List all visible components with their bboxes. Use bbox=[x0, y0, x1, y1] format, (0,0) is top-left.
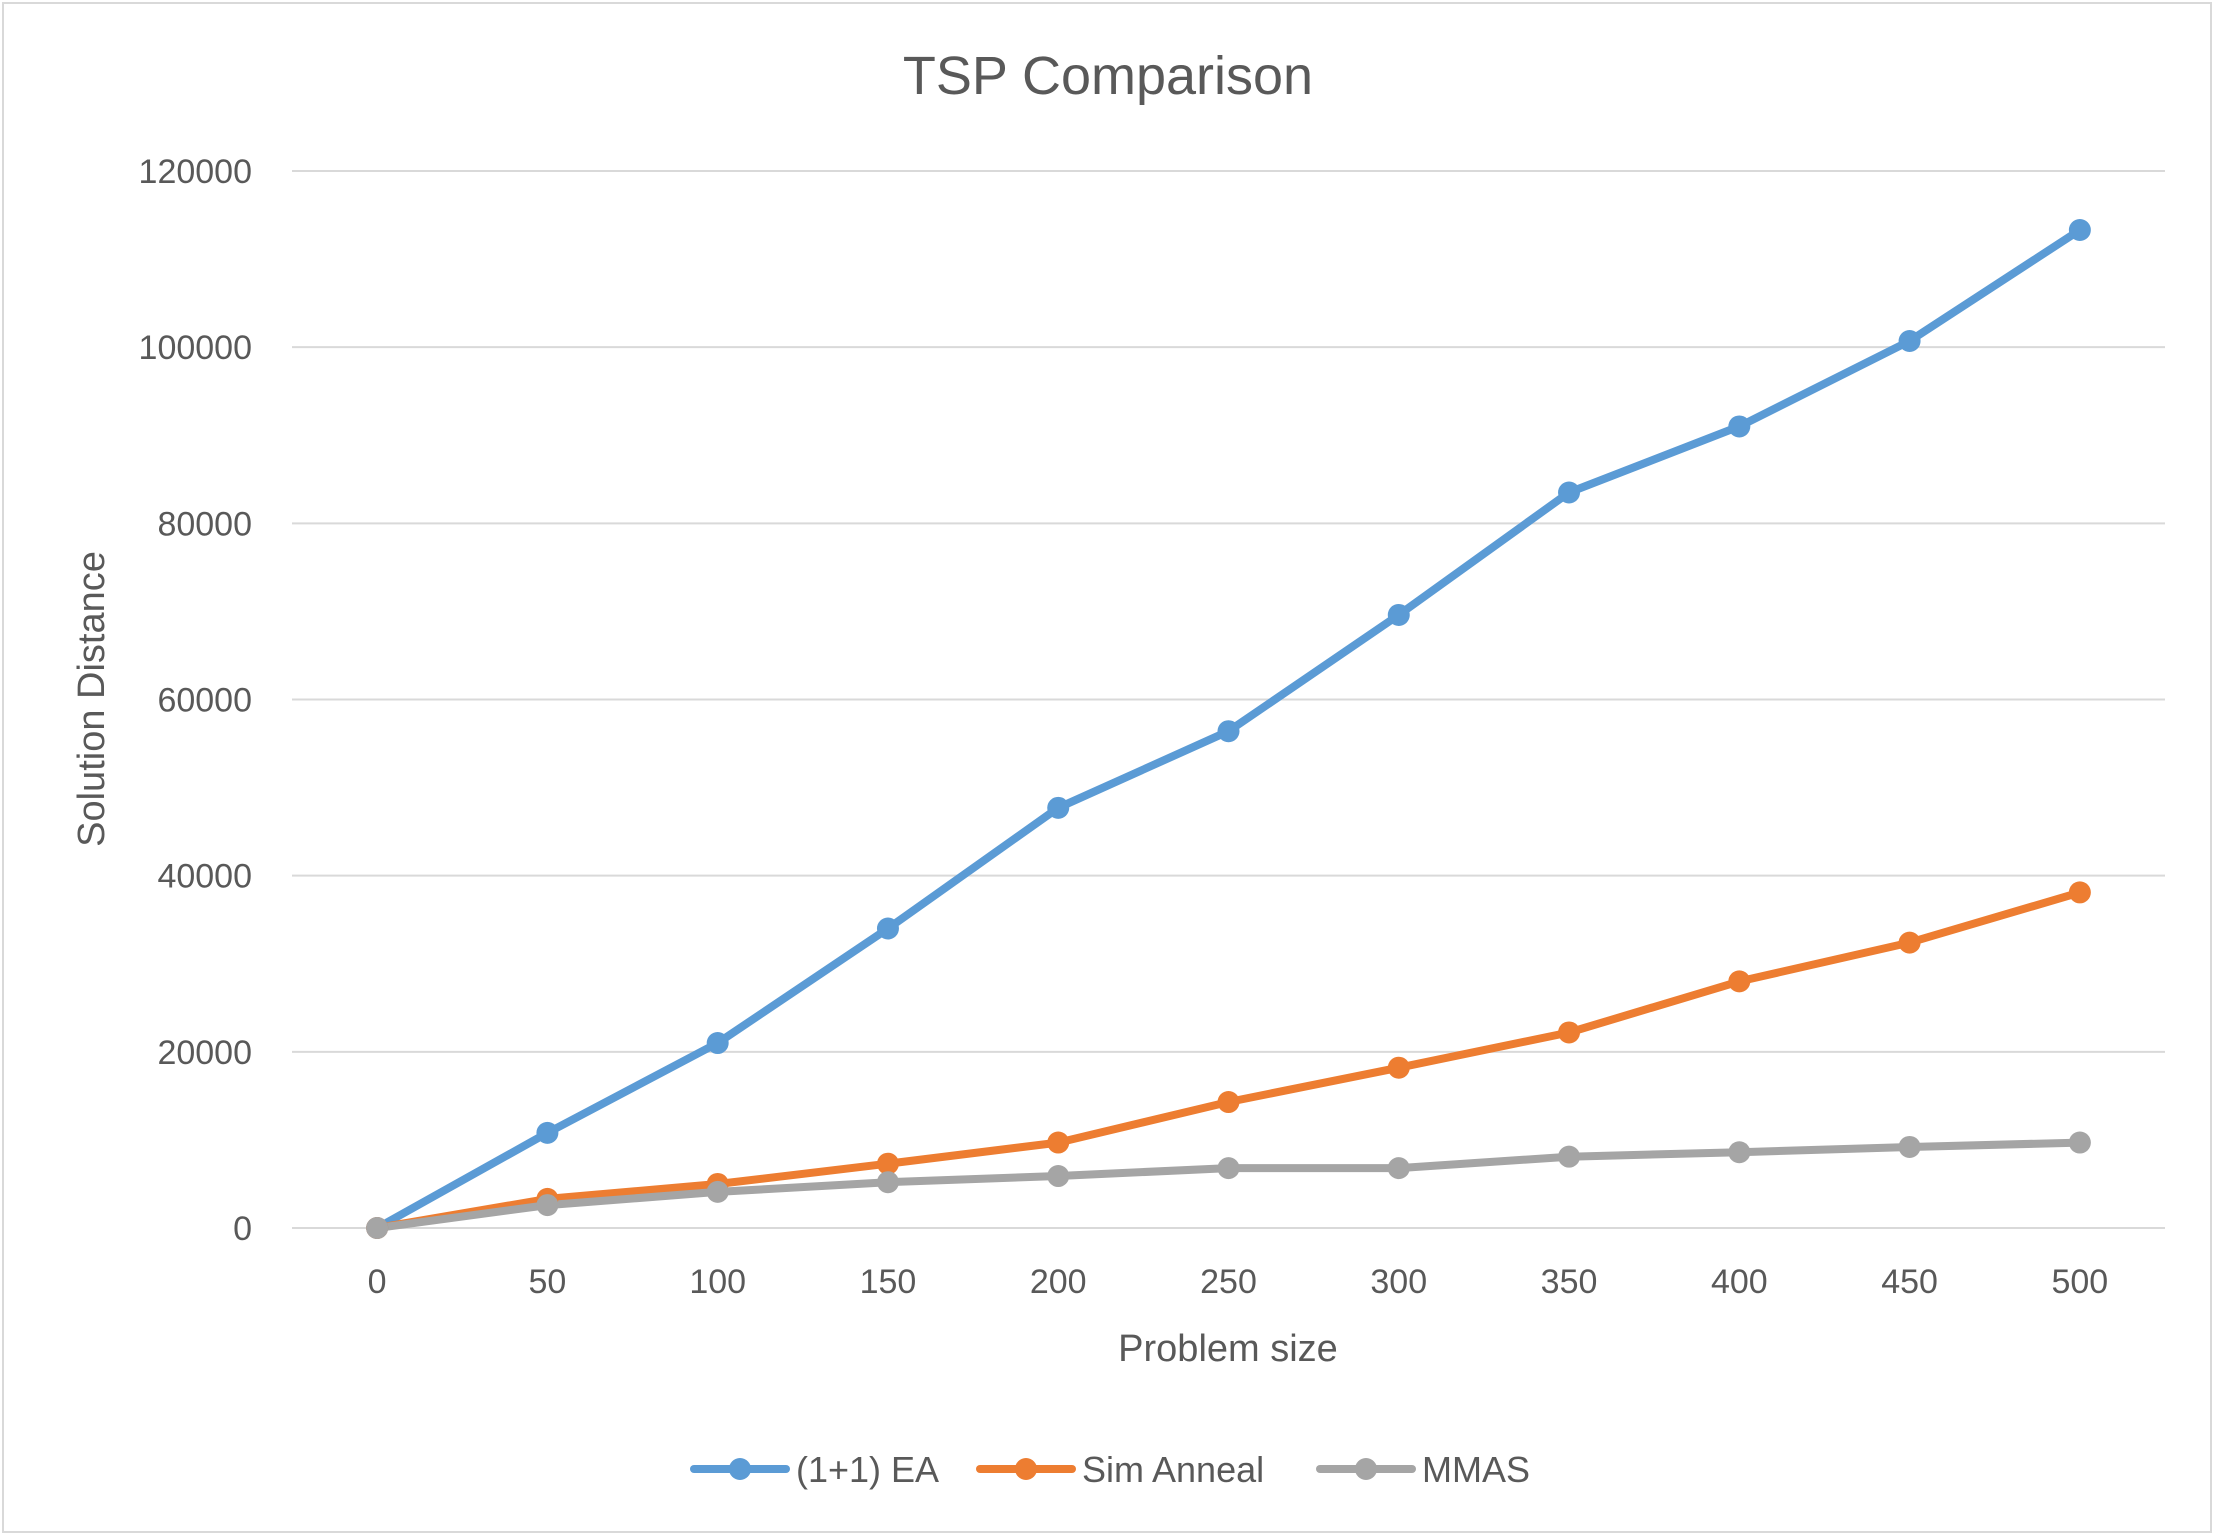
x-tick-label: 0 bbox=[368, 1263, 387, 1301]
data-point bbox=[1558, 1021, 1581, 1044]
data-point bbox=[876, 1171, 899, 1194]
legend-item: Sim Anneal bbox=[976, 1449, 1264, 1490]
legend-item: MMAS bbox=[1316, 1449, 1530, 1490]
data-point bbox=[536, 1121, 559, 1144]
x-tick-label: 100 bbox=[689, 1263, 746, 1301]
y-tick-label: 100000 bbox=[139, 329, 252, 367]
x-tick-label: 450 bbox=[1881, 1263, 1938, 1301]
data-point bbox=[706, 1032, 729, 1055]
data-point bbox=[1047, 1165, 1070, 1188]
legend: (1+1) EA Sim Anneal MMAS bbox=[690, 1449, 1530, 1490]
data-point bbox=[1728, 1141, 1751, 1164]
data-point bbox=[1558, 481, 1581, 504]
data-point bbox=[706, 1180, 729, 1203]
data-point bbox=[1558, 1145, 1581, 1168]
series-markers bbox=[366, 219, 2091, 1239]
y-tick-label: 0 bbox=[233, 1210, 252, 1248]
x-tick-label: 50 bbox=[528, 1263, 566, 1301]
data-point bbox=[2068, 881, 2091, 904]
gridlines bbox=[292, 170, 2165, 1229]
data-point bbox=[1387, 1157, 1410, 1180]
legend-label: MMAS bbox=[1422, 1449, 1530, 1490]
x-axis-title: Problem size bbox=[1118, 1328, 1338, 1370]
y-tick-label: 80000 bbox=[157, 505, 252, 543]
legend-label: (1+1) EA bbox=[796, 1449, 939, 1490]
x-tick-label: 400 bbox=[1711, 1263, 1768, 1301]
data-point bbox=[1728, 970, 1751, 993]
y-tick-label: 60000 bbox=[157, 682, 252, 720]
data-point bbox=[1047, 796, 1070, 819]
legend-label: Sim Anneal bbox=[1082, 1449, 1264, 1490]
data-point bbox=[1898, 931, 1921, 954]
y-tick-label: 120000 bbox=[139, 153, 252, 191]
x-axis-tick-labels: 0 50 100 150 200 250 300 350 400 450 500 bbox=[368, 1263, 2109, 1301]
y-axis-tick-labels: 0 20000 40000 60000 80000 100000 120000 bbox=[139, 153, 252, 1248]
data-point bbox=[1728, 415, 1751, 438]
data-point bbox=[1898, 1135, 1921, 1158]
series-line-2 bbox=[373, 1138, 2084, 1232]
legend-item: (1+1) EA bbox=[690, 1449, 939, 1490]
data-point bbox=[1387, 603, 1410, 626]
x-tick-label: 250 bbox=[1200, 1263, 1257, 1301]
chart-title: TSP Comparison bbox=[903, 46, 1313, 106]
data-point bbox=[536, 1194, 559, 1217]
x-tick-label: 150 bbox=[860, 1263, 917, 1301]
x-tick-label: 500 bbox=[2051, 1263, 2108, 1301]
data-point bbox=[876, 1152, 899, 1175]
data-point bbox=[1047, 1131, 1070, 1154]
x-tick-label: 350 bbox=[1541, 1263, 1598, 1301]
data-point bbox=[2068, 219, 2091, 242]
y-tick-label: 20000 bbox=[157, 1034, 252, 1072]
x-tick-label: 200 bbox=[1030, 1263, 1087, 1301]
legend-marker bbox=[1355, 1458, 1377, 1480]
x-tick-label: 300 bbox=[1370, 1263, 1427, 1301]
y-tick-label: 40000 bbox=[157, 858, 252, 896]
data-point bbox=[1217, 720, 1240, 743]
data-point bbox=[1387, 1056, 1410, 1079]
data-point bbox=[1898, 330, 1921, 353]
y-axis-title: Solution Distance bbox=[71, 551, 113, 847]
data-point bbox=[366, 1217, 389, 1239]
data-point bbox=[1217, 1091, 1240, 1114]
data-point bbox=[1217, 1157, 1240, 1180]
data-point bbox=[876, 917, 899, 940]
data-point bbox=[2068, 1131, 2091, 1154]
legend-marker bbox=[729, 1458, 751, 1480]
legend-marker bbox=[1015, 1458, 1037, 1480]
